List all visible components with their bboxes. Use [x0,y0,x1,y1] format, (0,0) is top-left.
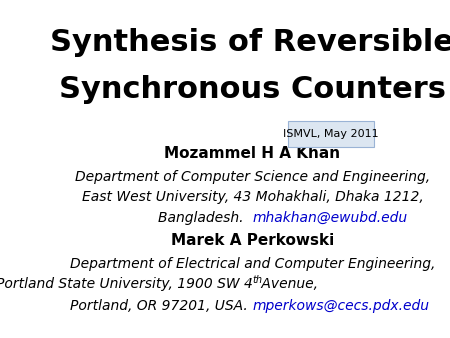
Text: th: th [252,275,262,285]
Text: mhakhan@ewubd.edu: mhakhan@ewubd.edu [252,211,408,225]
Text: Synthesis of Reversible: Synthesis of Reversible [50,28,450,57]
Text: Marek A Perkowski: Marek A Perkowski [171,233,334,248]
Text: Department of Computer Science and Engineering,: Department of Computer Science and Engin… [75,170,430,184]
Text: Avenue,: Avenue, [257,277,319,291]
Text: Portland State University, 1900 SW 4: Portland State University, 1900 SW 4 [0,277,252,291]
Text: Synchronous Counters: Synchronous Counters [59,75,446,104]
Text: Portland, OR 97201, USA.: Portland, OR 97201, USA. [70,299,252,313]
Text: Department of Electrical and Computer Engineering,: Department of Electrical and Computer En… [70,257,435,271]
Text: Mozammel H A Khan: Mozammel H A Khan [164,146,341,161]
FancyBboxPatch shape [288,121,373,147]
Text: mperkows@cecs.pdx.edu: mperkows@cecs.pdx.edu [252,299,429,313]
Text: Bangladesh.: Bangladesh. [158,211,252,225]
Text: East West University, 43 Mohakhali, Dhaka 1212,: East West University, 43 Mohakhali, Dhak… [81,190,423,204]
Text: ISMVL, May 2011: ISMVL, May 2011 [283,129,379,139]
